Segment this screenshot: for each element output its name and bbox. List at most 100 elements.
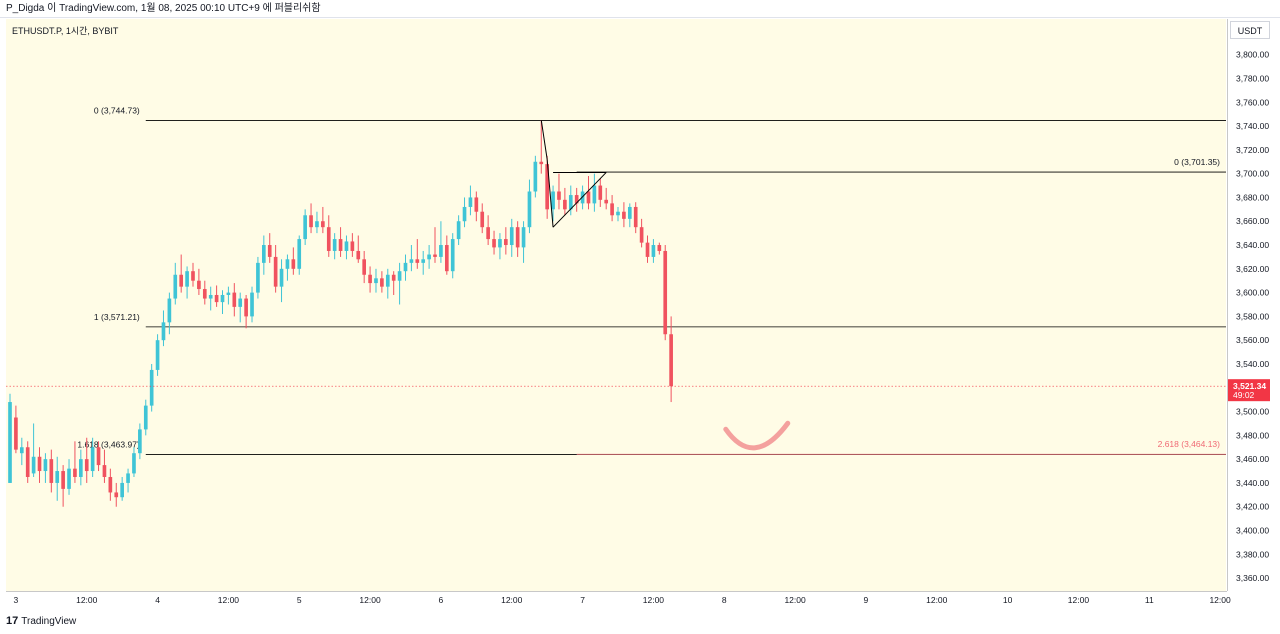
x-tick-label: 10 [1003,595,1013,605]
y-tick-label: 3,500.00 [1236,407,1269,417]
candle-body [450,239,455,272]
pattern-trendline[interactable] [552,172,607,228]
y-tick-label: 3,400.00 [1236,526,1269,536]
candle-body [663,250,668,335]
candle-body [37,456,42,472]
pattern-trendline[interactable] [546,159,554,228]
candle-body [96,447,101,466]
y-tick-label: 3,420.00 [1236,502,1269,512]
time-axis[interactable] [6,591,1227,610]
y-tick-label: 3,620.00 [1236,264,1269,274]
candle-body [185,271,189,287]
candle-body [326,227,331,251]
candle-body [108,476,113,493]
y-tick-label: 3,740.00 [1236,121,1269,131]
candle-body [403,262,408,272]
y-tick-label: 3,700.00 [1236,169,1269,179]
candle-body [303,215,307,240]
candle-body [639,227,644,243]
x-tick-label: 12:00 [926,595,948,605]
candle-body [220,294,225,303]
tradingview-logo-icon: 17 [6,615,19,627]
candle-body [285,259,290,269]
last-price-value: 3,521.34 [1233,381,1266,391]
candle-body [397,271,402,281]
candle-body [19,447,24,454]
candle-body [356,250,361,260]
price-axis[interactable] [1227,19,1274,591]
candle-body [273,256,278,287]
candle-body [67,468,71,489]
candle-body [197,280,201,290]
last-price-badge[interactable] [1228,379,1270,402]
candle-body [521,227,526,248]
candle-body [669,334,673,387]
tradingview-footer[interactable]: 17 TradingView [6,613,76,629]
candle-body [415,259,420,263]
candle-body [191,271,195,281]
candle-body [84,459,89,472]
candle-body [533,161,538,192]
pattern-trendline[interactable] [540,120,548,160]
x-tick-label: 12:00 [501,595,523,605]
smile-annotation[interactable] [723,420,791,451]
y-tick-label: 3,580.00 [1236,311,1269,321]
y-tick-label: 3,440.00 [1236,478,1269,488]
y-tick-label: 3,460.00 [1236,454,1269,464]
candle-body [126,473,130,483]
candle-body [616,211,620,216]
x-tick-label: 5 [297,595,302,605]
candle-body [55,471,60,483]
y-tick-label: 3,680.00 [1236,192,1269,202]
candle-body [380,278,384,287]
y-tick-label: 3,660.00 [1236,216,1269,226]
candle-body [462,206,467,222]
candle-body [421,259,426,263]
candle-body [49,459,54,483]
candle-body [291,259,296,269]
x-tick-label: 8 [722,595,727,605]
candle-body [179,274,184,287]
fib-level-label: 1.618 (3,463.97) [77,439,140,449]
candle-body [557,191,561,200]
candle-body [161,322,166,341]
candle-body [256,262,260,293]
candle-body [208,294,213,299]
candle-body [338,239,343,251]
candle-body [155,340,160,370]
candle-body [498,239,502,248]
candle-body [645,242,650,257]
x-tick-label: 11 [1145,595,1154,605]
candle-body [132,453,136,474]
candle-body [551,191,555,210]
candle-body [368,274,372,284]
candle-body [8,402,12,483]
candle-body [261,245,266,263]
symbol-label[interactable]: ETHUSDT.P, 1시간, BYBIT [12,26,119,36]
candle-body [374,278,378,284]
candle-body [486,227,490,240]
candle-body [563,199,567,210]
x-tick-label: 12:00 [1209,595,1231,605]
y-tick-label: 3,480.00 [1236,430,1269,440]
chart-panel[interactable] [6,19,1226,591]
candle-body [61,471,65,489]
candle-body [657,245,662,251]
candle-body [468,197,473,207]
candle-body [627,206,632,219]
candle-body [149,369,154,406]
currency-selector[interactable]: USDT [1230,21,1270,39]
y-tick-label: 3,560.00 [1236,335,1269,345]
candle-body [610,203,614,216]
candle-body [527,191,532,228]
candle-body [114,492,119,498]
y-tick-label: 3,600.00 [1236,288,1269,298]
candle-body [604,199,609,204]
x-tick-label: 12:00 [76,595,98,605]
x-tick-label: 3 [14,595,19,605]
y-tick-label: 3,780.00 [1236,73,1269,83]
y-tick-label: 3,380.00 [1236,549,1269,559]
y-tick-label: 3,760.00 [1236,97,1269,107]
candle-body [568,195,573,210]
candle-body [120,482,124,498]
